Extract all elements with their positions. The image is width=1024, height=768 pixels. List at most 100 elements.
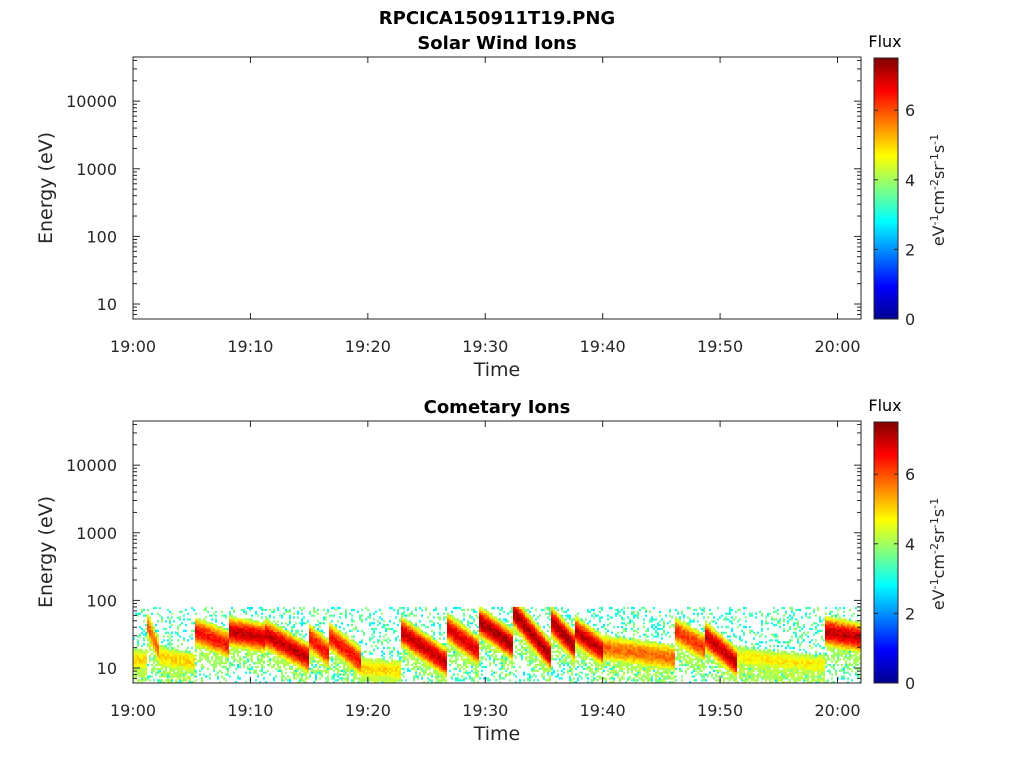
heatmap-cell — [399, 671, 401, 674]
heatmap-cell — [433, 643, 435, 646]
heatmap-cell — [339, 625, 341, 629]
heatmap-cell — [427, 658, 429, 661]
heatmap-cell — [471, 622, 473, 625]
heatmap-cell — [415, 675, 417, 678]
heatmap-cell — [403, 635, 405, 638]
heatmap-cell — [403, 618, 405, 621]
heatmap-cell — [151, 633, 153, 636]
heatmap-cell — [507, 656, 509, 659]
heatmap-cell — [243, 637, 245, 640]
heatmap-cell — [463, 663, 465, 667]
heatmap-cell — [257, 648, 259, 651]
heatmap-cell — [191, 671, 193, 674]
heatmap-cell — [151, 671, 153, 674]
heatmap-cell — [211, 614, 213, 617]
heatmap-cell — [305, 622, 307, 625]
heatmap-cell — [255, 627, 257, 631]
heatmap-cell — [411, 637, 413, 640]
heatmap-cell — [393, 662, 395, 665]
heatmap-cell — [443, 673, 445, 676]
heatmap-cell — [461, 608, 463, 612]
heatmap-cell — [543, 639, 545, 642]
heatmap-cell — [191, 654, 193, 657]
heatmap-cell — [491, 644, 493, 648]
heatmap-cell — [399, 660, 401, 663]
heatmap-cell — [487, 624, 489, 627]
heatmap-cell — [267, 624, 269, 627]
heatmap-cell — [257, 650, 259, 653]
heatmap-cell — [543, 643, 545, 646]
heatmap-cell — [151, 631, 153, 634]
heatmap-cell — [255, 643, 257, 646]
heatmap-cell — [233, 663, 235, 667]
heatmap-cell — [453, 637, 455, 640]
heatmap-cell — [283, 606, 285, 610]
heatmap-cell — [309, 660, 311, 663]
heatmap-cell — [301, 660, 303, 663]
heatmap-cell — [315, 671, 317, 674]
heatmap-cell — [363, 677, 365, 680]
heatmap-cell — [477, 641, 479, 644]
heatmap-cell — [373, 669, 375, 672]
heatmap-cell — [427, 662, 429, 665]
heatmap-cell — [315, 648, 317, 651]
heatmap-cell — [407, 644, 409, 648]
heatmap-cell — [485, 627, 487, 631]
heatmap-cell — [175, 648, 177, 651]
heatmap-cell — [401, 679, 403, 682]
heatmap-cell — [513, 627, 515, 631]
heatmap-cell — [371, 637, 373, 640]
heatmap-cell — [317, 631, 319, 634]
heatmap-cell — [345, 614, 347, 617]
heatmap-cell — [353, 658, 355, 661]
heatmap-cell — [289, 662, 291, 665]
heatmap-cell — [253, 631, 255, 634]
heatmap-cell — [165, 658, 167, 661]
heatmap-cell — [245, 612, 247, 615]
heatmap-cell — [307, 652, 309, 655]
heatmap-cell — [405, 633, 407, 636]
heatmap-cell — [529, 662, 531, 665]
heatmap-cell — [525, 625, 527, 629]
heatmap-cell — [537, 627, 539, 631]
heatmap-cell — [269, 643, 271, 646]
colorbar-tick-label: 2 — [905, 240, 915, 259]
heatmap-cell — [521, 631, 523, 634]
heatmap-cell — [329, 667, 331, 670]
heatmap-cell — [181, 665, 183, 669]
heatmap-cell — [507, 637, 509, 640]
heatmap-cell — [169, 667, 171, 670]
heatmap-cell — [171, 624, 173, 627]
heatmap-cell — [141, 644, 143, 648]
heatmap-cell — [169, 671, 171, 674]
heatmap-cell — [407, 658, 409, 661]
heatmap-cell — [265, 616, 267, 619]
heatmap-cell — [535, 637, 537, 640]
heatmap-cell — [499, 624, 501, 627]
heatmap-cell — [217, 648, 219, 651]
heatmap-cell — [505, 644, 507, 648]
heatmap-cell — [483, 627, 485, 631]
heatmap-cell — [501, 658, 503, 661]
heatmap-cell — [281, 650, 283, 653]
heatmap-cell — [479, 608, 481, 612]
heatmap-cell — [343, 635, 345, 638]
heatmap-cell — [401, 627, 403, 631]
heatmap-cell — [137, 614, 139, 617]
heatmap-cell — [379, 608, 381, 612]
heatmap-cell — [413, 654, 415, 657]
heatmap-cell — [165, 648, 167, 651]
heatmap-cell — [205, 652, 207, 655]
heatmap-cell — [473, 641, 475, 644]
heatmap-cell — [455, 618, 457, 621]
heatmap-cell — [387, 681, 389, 683]
heatmap-cell — [325, 612, 327, 615]
heatmap-cell — [217, 627, 219, 631]
heatmap-cell — [193, 665, 195, 669]
heatmap-cell — [435, 646, 437, 650]
heatmap-cell — [441, 671, 443, 674]
heatmap-cell — [215, 614, 217, 617]
heatmap-cell — [161, 652, 163, 655]
heatmap-cell — [409, 614, 411, 617]
heatmap-cell — [277, 643, 279, 646]
